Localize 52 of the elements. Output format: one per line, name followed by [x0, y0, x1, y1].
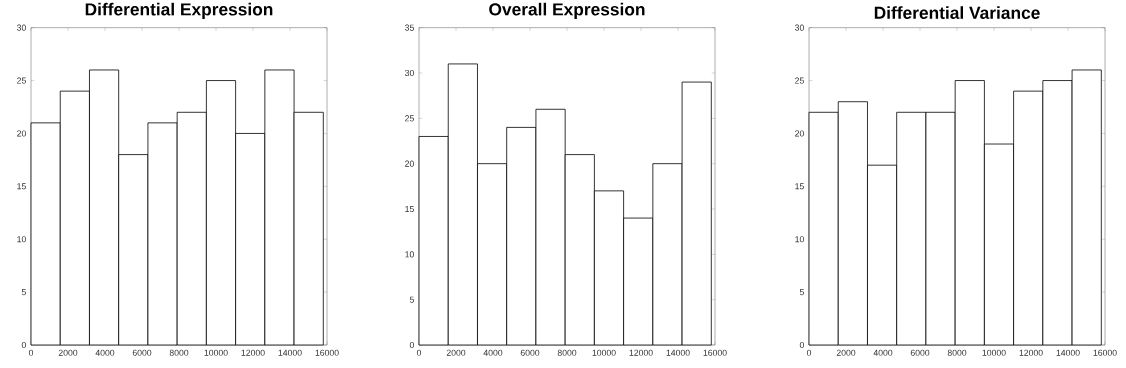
- y-tick-label: 20: [795, 130, 804, 137]
- x-tick-label: 2000: [836, 349, 856, 356]
- x-tick-label: 10000: [204, 349, 228, 356]
- x-tick-label: 0: [806, 349, 812, 356]
- y-tick-label: 25: [405, 115, 414, 122]
- x-tick-label: 16000: [315, 349, 339, 356]
- x-tick-label: 16000: [1093, 349, 1117, 356]
- y-tick-label: 0: [21, 341, 26, 349]
- x-tick-label: 2000: [446, 349, 466, 356]
- y-tick-label: 30: [16, 24, 26, 31]
- y-tick-label: 0: [799, 341, 804, 349]
- x-tick-label: 6000: [132, 349, 152, 356]
- y-tick-label: 10: [17, 236, 26, 243]
- x-tick-label: 14000: [666, 349, 690, 356]
- x-tick-label: 0: [28, 349, 34, 356]
- chart-title: Overall Expression: [489, 2, 645, 19]
- y-tick-label: 20: [17, 130, 26, 137]
- x-tick-label: 12000: [241, 349, 265, 356]
- y-tick-label: 30: [795, 24, 804, 31]
- x-tick-label: 2000: [58, 349, 78, 356]
- x-tick-label: 6000: [520, 349, 540, 356]
- x-tick-label: 4000: [483, 349, 503, 356]
- x-tick-label: 14000: [1056, 349, 1080, 356]
- x-tick-label: 14000: [278, 349, 302, 356]
- y-tick-label: 10: [795, 236, 804, 243]
- y-tick-label: 0: [409, 341, 414, 349]
- x-tick-label: 10000: [592, 349, 616, 356]
- x-tick-label: 8000: [169, 349, 189, 356]
- y-tick-label: 10: [405, 251, 414, 258]
- y-tick-label: 35: [404, 24, 414, 31]
- y-tick-label: 5: [21, 289, 26, 296]
- x-tick-label: 4000: [95, 349, 115, 356]
- x-tick-label: 10000: [982, 349, 1006, 356]
- x-tick-label: 4000: [873, 349, 893, 356]
- x-tick-label: 8000: [947, 349, 967, 356]
- x-tick-label: 16000: [703, 349, 727, 356]
- x-tick-label: 0: [416, 349, 422, 356]
- y-tick-label: 25: [795, 77, 804, 84]
- y-tick-label: 15: [17, 183, 26, 190]
- x-tick-label: 12000: [629, 349, 653, 356]
- y-tick-label: 15: [405, 205, 414, 213]
- y-tick-label: 25: [17, 77, 26, 84]
- chart-title: Differential Variance: [874, 6, 1040, 19]
- x-tick-label: 12000: [1019, 349, 1043, 356]
- y-tick-label: 20: [405, 160, 414, 167]
- x-tick-label: 6000: [910, 349, 930, 356]
- y-tick-label: 5: [799, 289, 804, 296]
- y-tick-label: 15: [795, 183, 804, 190]
- chart-title: Differential Expression: [85, 2, 273, 19]
- x-tick-label: 8000: [557, 349, 577, 356]
- y-tick-label: 30: [404, 69, 414, 77]
- y-tick-label: 5: [409, 296, 414, 303]
